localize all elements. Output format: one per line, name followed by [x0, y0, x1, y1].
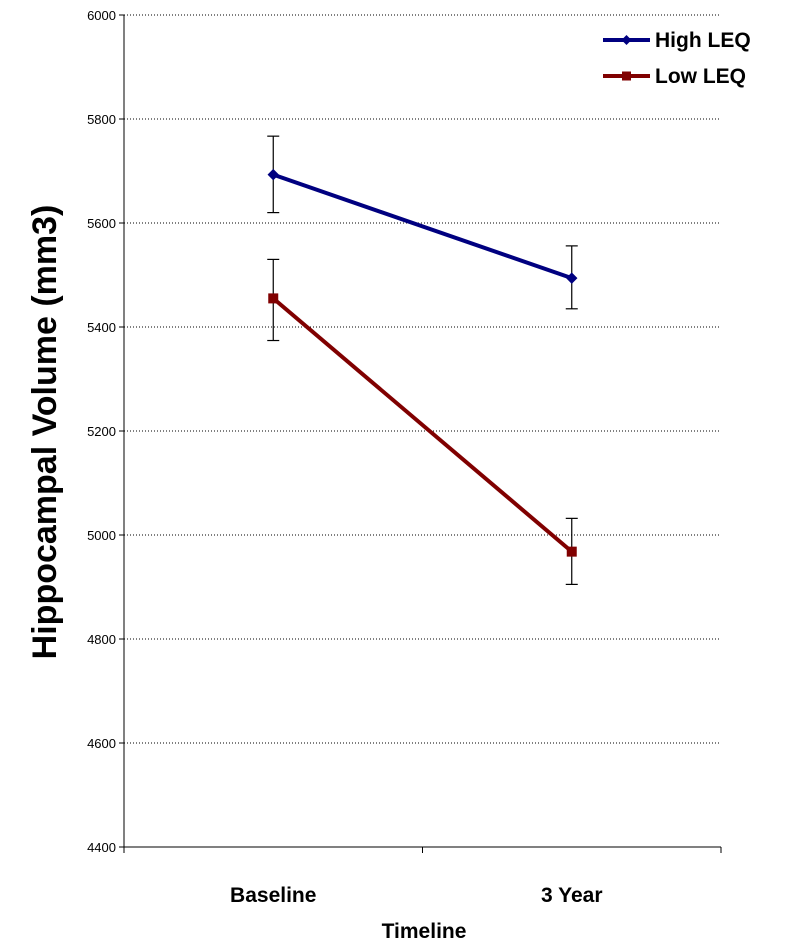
data-point — [267, 168, 279, 181]
legend: High LEQ Low LEQ — [603, 29, 751, 88]
data-point — [566, 272, 578, 284]
axis-layer: 4400 4600 4800 5000 5200 5400 5600 5800 6000 Base… — [87, 8, 722, 907]
series-line — [271, 296, 574, 554]
series-line — [272, 172, 573, 281]
legend-label: Low LEQ — [655, 65, 746, 88]
legend-marker — [622, 71, 631, 81]
y-tick-label: 6000 — [87, 8, 116, 23]
x-axis-title: Timeline — [382, 920, 467, 943]
grid-layer — [124, 14, 721, 744]
y-tick-label: 4600 — [87, 736, 116, 751]
y-tick-label: 5000 — [87, 528, 116, 543]
y-tick-label: 5400 — [87, 320, 116, 335]
y-tick-label: 4800 — [87, 632, 116, 647]
data-point — [566, 546, 577, 557]
x-tick-label: 3 Year — [541, 884, 603, 907]
y-tick-label: 5200 — [87, 424, 116, 439]
legend-marker — [621, 35, 632, 45]
y-tick-label: 4400 — [87, 840, 116, 855]
series-layer — [267, 168, 578, 557]
data-point — [268, 293, 279, 304]
y-tick-label: 5800 — [87, 112, 116, 127]
legend-label: High LEQ — [655, 29, 751, 52]
x-tick-label: Baseline — [230, 884, 316, 907]
y-tick-label: 5600 — [87, 216, 116, 231]
y-axis-title: Hippocampal Volume (mm3) — [26, 205, 64, 660]
